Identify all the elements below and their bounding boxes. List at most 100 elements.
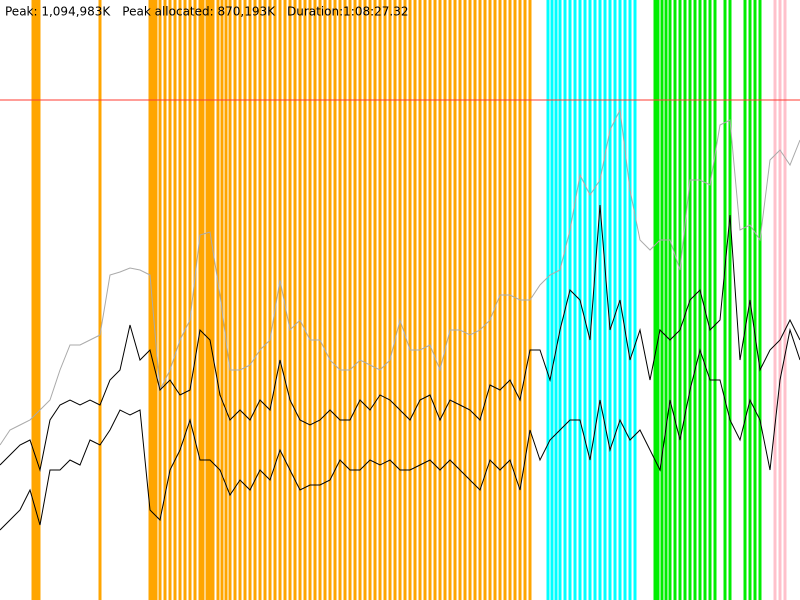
line-layer (0, 99, 800, 531)
gc-event (623, 0, 627, 600)
gc-event (298, 0, 302, 600)
event-layer (31, 0, 787, 600)
gc-event (333, 0, 337, 600)
gc-event (353, 0, 357, 600)
gc-event (413, 0, 417, 600)
gc-event (613, 0, 617, 600)
gc-event (224, 0, 228, 600)
gc-event (498, 0, 502, 600)
gc-event (388, 0, 392, 600)
gc-event (238, 0, 242, 600)
gc-event (683, 0, 687, 600)
series-line (0, 328, 800, 531)
gc-event (151, 0, 155, 600)
gc-event (673, 0, 677, 600)
gc-event (550, 0, 554, 600)
gc-event (753, 0, 757, 600)
gc-event (358, 0, 362, 600)
gc-event (273, 0, 277, 600)
gc-event (698, 0, 702, 600)
gc-event (205, 0, 209, 600)
gc-event (201, 0, 205, 600)
header-stat: Peak allocated: 870,193K (122, 5, 276, 19)
gc-event (468, 0, 472, 600)
gc-event (664, 0, 668, 600)
gc-event (546, 0, 550, 600)
gc-event (378, 0, 382, 600)
header-stat: Duration:1:08:27.32 (287, 5, 409, 19)
gc-event (248, 0, 252, 600)
gc-event (243, 0, 247, 600)
gc-event (448, 0, 452, 600)
gc-event (678, 0, 682, 600)
gc-event (568, 0, 572, 600)
gc-event (98, 0, 102, 600)
gc-event (583, 0, 587, 600)
gc-event (323, 0, 327, 600)
gc-event (493, 0, 497, 600)
series-line (0, 108, 800, 446)
gc-event (628, 0, 632, 600)
gc-event (656, 0, 660, 600)
gc-event (593, 0, 597, 600)
gc-event (633, 0, 637, 600)
gc-event (598, 0, 602, 600)
gc-event (603, 0, 607, 600)
gc-event (783, 0, 787, 600)
gc-event (211, 0, 215, 600)
gc-event (423, 0, 427, 600)
series-line (0, 204, 800, 472)
gc-event (198, 0, 202, 600)
gc-event (508, 0, 512, 600)
gc-event (313, 0, 317, 600)
gc-event (158, 0, 162, 600)
gc-event (478, 0, 482, 600)
gc-event (503, 0, 507, 600)
gc-event (563, 0, 567, 600)
gc-event (148, 0, 152, 600)
gc-event (37, 0, 41, 600)
gc-event (418, 0, 422, 600)
gc-event (308, 0, 312, 600)
gc-event (363, 0, 367, 600)
gc-event (258, 0, 262, 600)
gc-event (513, 0, 517, 600)
gc-event (713, 0, 717, 600)
gc-event (708, 0, 712, 600)
gc-event (263, 0, 267, 600)
gc-event (398, 0, 402, 600)
gc-event (268, 0, 272, 600)
gc-event (154, 0, 158, 600)
gc-event (383, 0, 387, 600)
gc-event (433, 0, 437, 600)
gc-event (348, 0, 352, 600)
gc-event (743, 0, 747, 600)
gc-event (463, 0, 467, 600)
gc-event (288, 0, 292, 600)
gc-event (188, 0, 192, 600)
gc-event (473, 0, 477, 600)
gc-event (668, 0, 672, 600)
gc-event (283, 0, 287, 600)
gc-event (216, 0, 220, 600)
gc-event (773, 0, 777, 600)
gc-event (758, 0, 762, 600)
gc-event (318, 0, 322, 600)
gc-event (178, 0, 182, 600)
gc-event (703, 0, 707, 600)
gc-event (438, 0, 442, 600)
gc-event (453, 0, 457, 600)
gc-event (408, 0, 412, 600)
gc-event (368, 0, 372, 600)
gc-event (220, 0, 224, 600)
gc-event (228, 0, 232, 600)
gc-event (573, 0, 577, 600)
gc-event (403, 0, 407, 600)
gc-event (278, 0, 282, 600)
gc-event (554, 0, 558, 600)
gc-event (183, 0, 187, 600)
gc-event (328, 0, 332, 600)
header: Peak: 1,094,983K Peak allocated: 870,193K… (5, 5, 409, 19)
gc-event (31, 0, 35, 600)
gc-event (778, 0, 782, 600)
